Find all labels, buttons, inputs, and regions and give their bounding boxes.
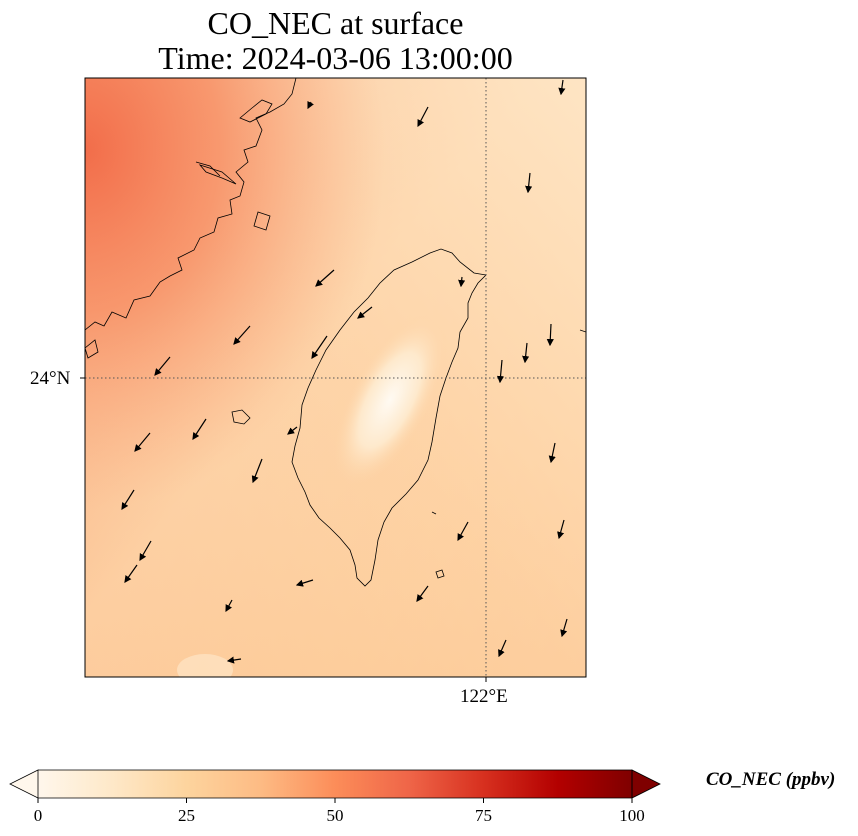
- map-title-line2: Time: 2024-03-06 13:00:00: [158, 40, 513, 76]
- coastline: [85, 78, 586, 587]
- wind-arrow: [251, 458, 263, 484]
- wind-arrow: [548, 442, 556, 464]
- wind-arrow: [417, 106, 429, 128]
- longitude-label: 122°E: [460, 686, 508, 707]
- colorbar-tick-100: 100: [619, 806, 645, 825]
- wind-arrow: [287, 426, 298, 435]
- wind-arrow: [134, 432, 151, 452]
- colorbar-tick-50: 50: [326, 806, 344, 825]
- wind-arrow: [496, 359, 505, 384]
- wind-arrow: [357, 306, 373, 319]
- wind-arrow: [557, 519, 565, 540]
- wind-arrow: [225, 599, 233, 613]
- wind-arrow: [233, 325, 251, 345]
- wind-arrow: [416, 585, 429, 602]
- wind-arrow: [560, 618, 568, 638]
- co-concentration-field: [85, 78, 586, 677]
- mainland-coastline: [85, 78, 297, 331]
- taiwan-coastline: [291, 248, 487, 587]
- colorbar: [9, 769, 661, 803]
- colorbar-max-extend: [631, 769, 661, 799]
- colorbar-title: CO_NEC (ppbv): [706, 769, 836, 790]
- latitude-label: 24°N: [30, 368, 71, 389]
- wind-arrow: [525, 172, 533, 194]
- colorbar-tick-25: 25: [178, 806, 195, 825]
- map-canvas: [80, 77, 587, 682]
- wind-vectors: [121, 79, 568, 664]
- map-title-line1: CO_NEC at surface: [207, 5, 464, 41]
- wind-arrow: [307, 101, 314, 110]
- colorbar-min-extend: [9, 769, 39, 799]
- wind-arrow: [154, 356, 171, 376]
- wind-arrow: [498, 639, 507, 658]
- colorbar-tick-0: 0: [33, 806, 43, 825]
- wind-arrow: [226, 656, 242, 664]
- wind-arrow: [315, 269, 335, 287]
- wind-arrow: [558, 79, 566, 96]
- wind-arrow: [295, 579, 314, 587]
- wind-arrow: [546, 323, 554, 347]
- wind-arrow: [311, 335, 328, 359]
- wind-arrow: [121, 489, 135, 511]
- wind-arrow: [458, 276, 466, 288]
- wind-arrow: [139, 540, 152, 562]
- colorbar-tick-75: 75: [475, 806, 492, 825]
- wind-arrow: [124, 564, 138, 583]
- wind-arrow: [192, 418, 207, 441]
- wind-arrow: [457, 521, 469, 542]
- wind-arrow: [522, 342, 530, 364]
